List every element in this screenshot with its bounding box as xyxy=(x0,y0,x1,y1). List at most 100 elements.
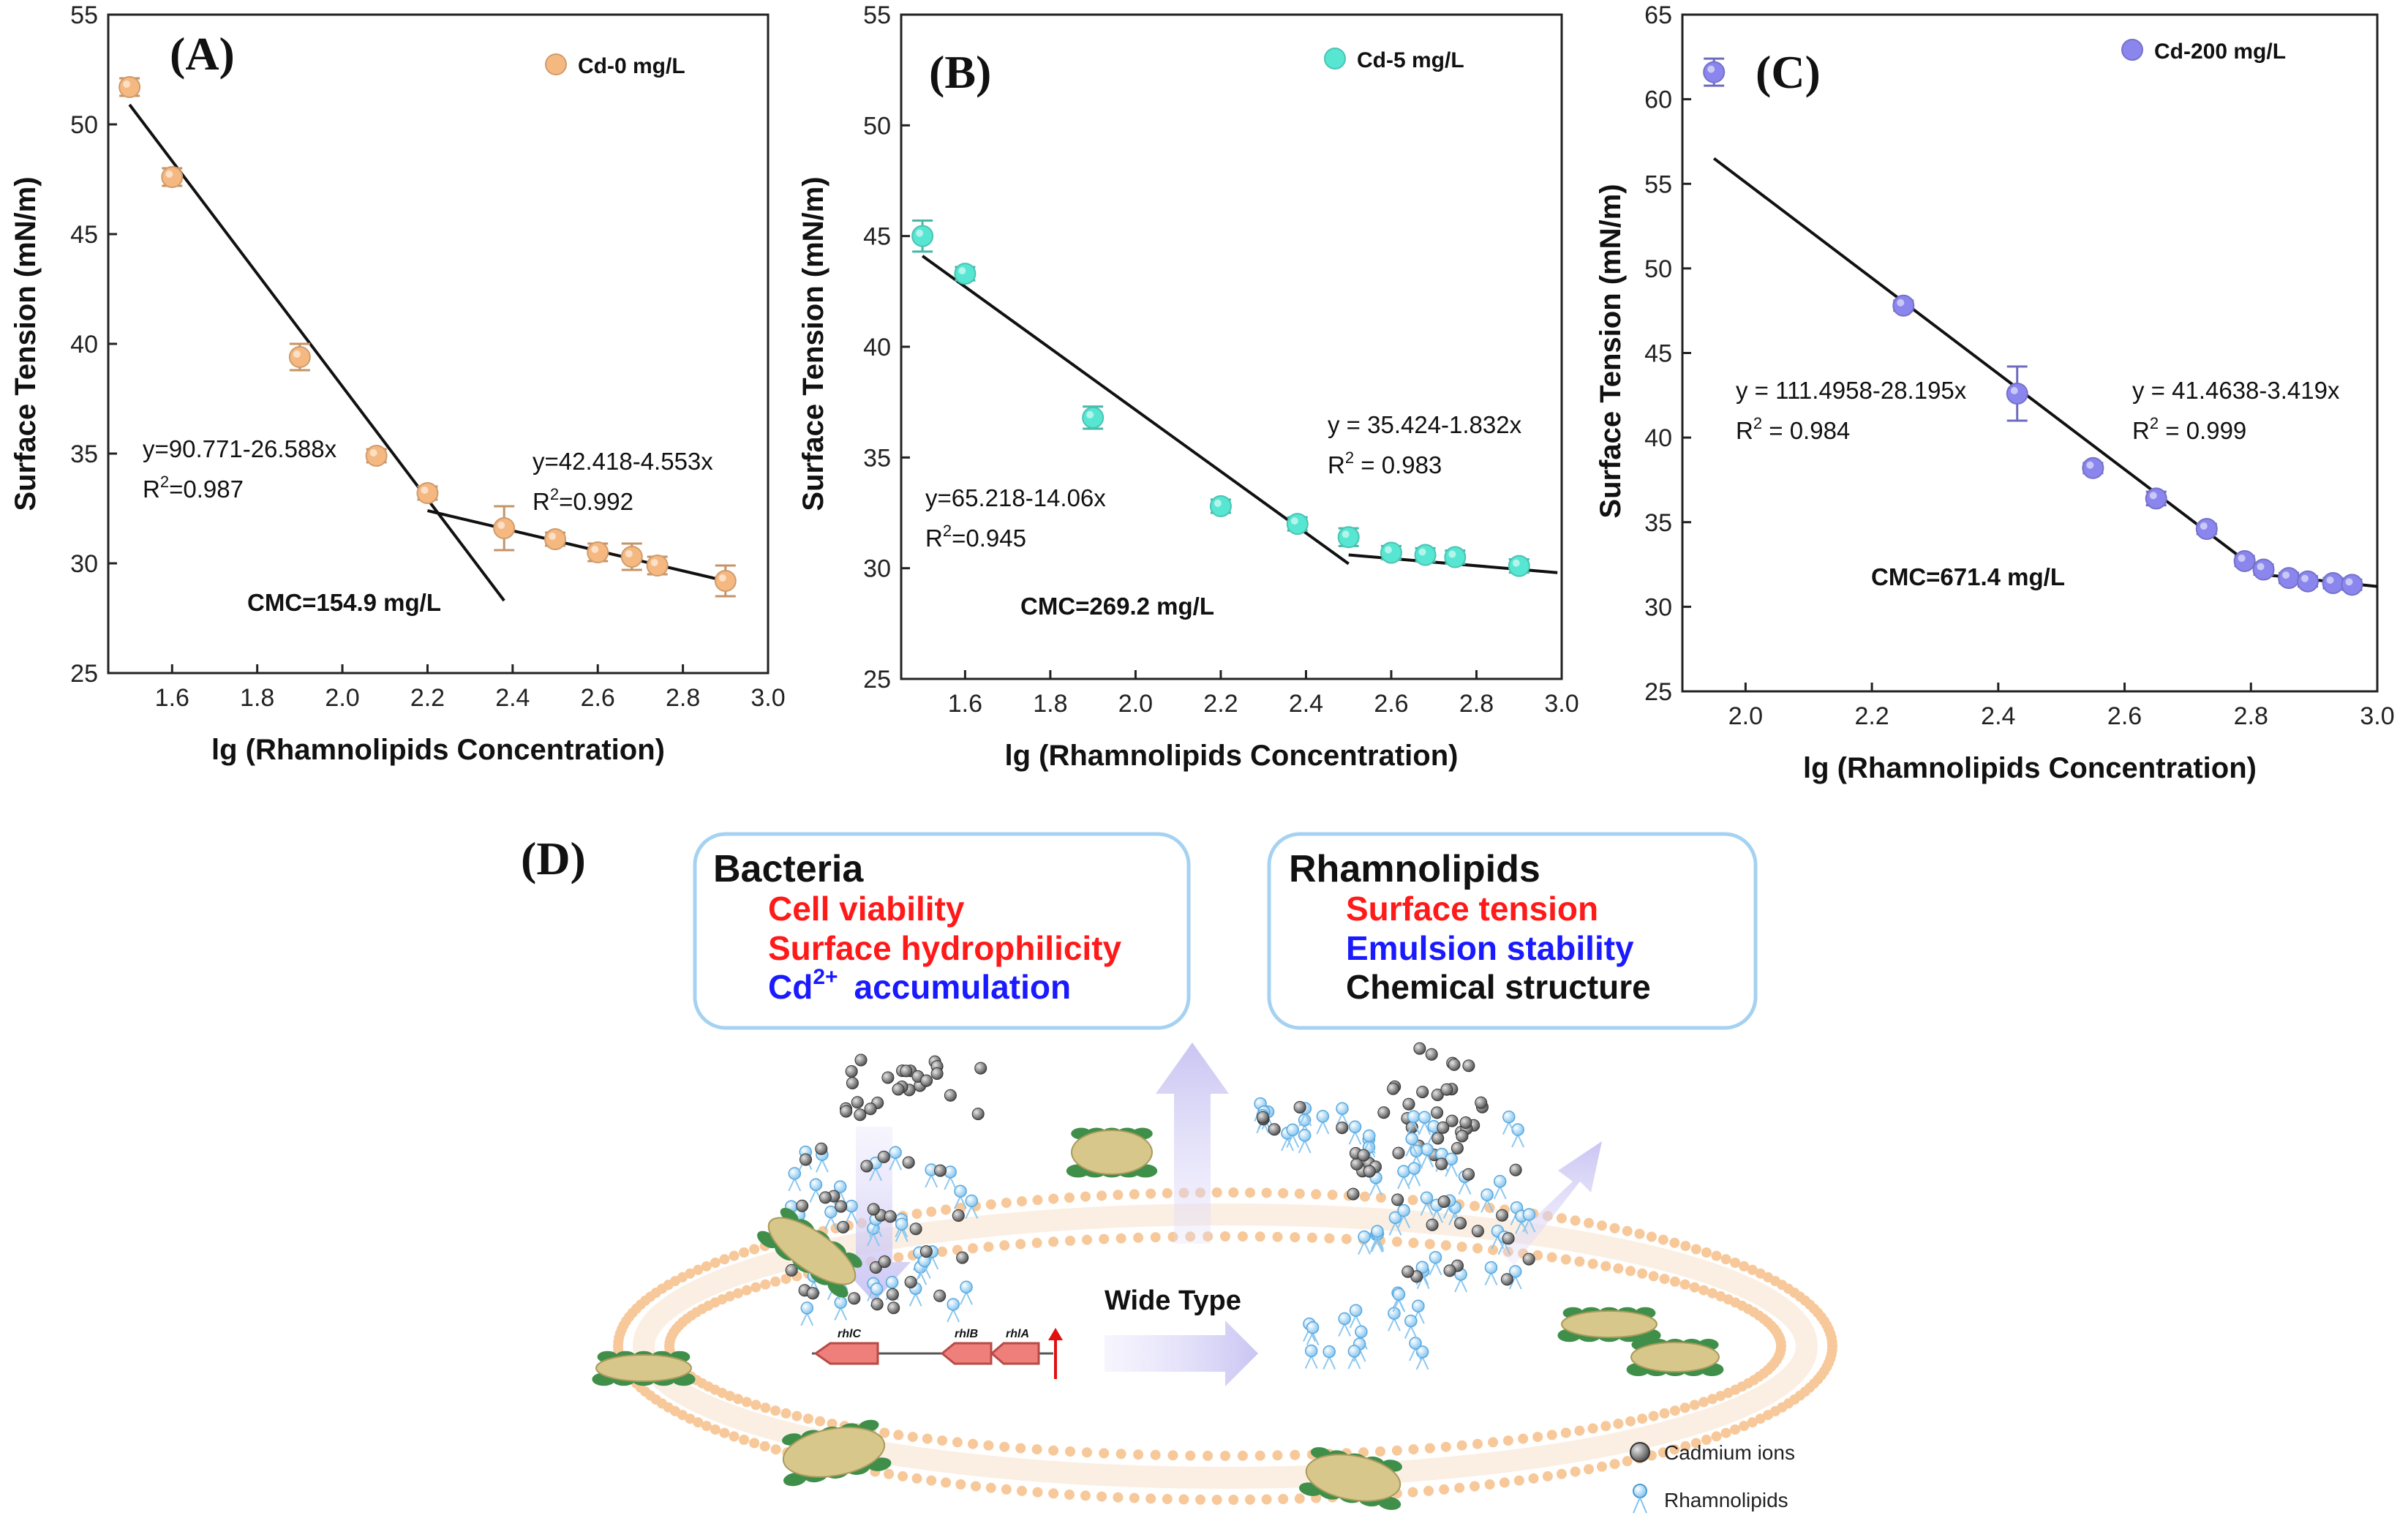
panel-a-y-axis-label: Surface Tension (mN/m) xyxy=(10,176,42,511)
lipid-head xyxy=(1584,1217,1594,1228)
panel-b-data-point xyxy=(1508,555,1530,577)
panel-a-x-tick-label: 2.2 xyxy=(410,684,445,712)
cadmium-ion xyxy=(1401,1265,1415,1278)
panel-b-data-point xyxy=(1414,544,1437,566)
cadmium-ion xyxy=(902,1156,915,1169)
rhamnolipid-molecule xyxy=(833,1180,847,1193)
lipid-head xyxy=(1570,1215,1581,1226)
lipid-head xyxy=(1001,1198,1012,1209)
lipid-head xyxy=(1211,1187,1222,1198)
rhamnolipid-molecule xyxy=(1363,1129,1376,1143)
lipid-head xyxy=(1637,1413,1648,1424)
panel-c-y-tick-label: 40 xyxy=(1644,424,1672,452)
panel-label-d: (D) xyxy=(521,833,586,884)
panel-a-x-axis-label: lg (Rhamnolipids Concentration) xyxy=(211,734,665,766)
lipid-head xyxy=(1470,1201,1480,1212)
cadmium-ion xyxy=(1435,1157,1448,1171)
cadmium-ion xyxy=(815,1142,828,1155)
panel-a-data-point xyxy=(416,482,439,504)
rhamnolipid-tail xyxy=(1304,1356,1318,1369)
lipid-head xyxy=(1707,1288,1717,1299)
rhamnolipid-molecule xyxy=(1347,1345,1361,1358)
lipid-head xyxy=(693,1417,704,1428)
rhamnolipid-tail xyxy=(788,1178,802,1192)
lipid-head xyxy=(1701,1435,1712,1445)
lipid-head xyxy=(1048,1488,1059,1499)
lipid-head xyxy=(1211,1495,1222,1505)
lipid-head xyxy=(1064,1192,1075,1203)
panel-b-y-tick-label: 25 xyxy=(863,666,891,694)
lipid-head xyxy=(1634,1228,1645,1239)
rhamnolipid-tail xyxy=(917,1266,931,1279)
lipid-head xyxy=(926,1206,937,1217)
panel-c-y-tick-label: 45 xyxy=(1644,340,1672,368)
lipid-head xyxy=(1609,1222,1620,1233)
bacterium-body xyxy=(1630,1342,1720,1372)
rhamnolipid-molecule xyxy=(788,1167,802,1180)
lipid-head xyxy=(724,1291,735,1302)
lipid-head xyxy=(1472,1438,1483,1449)
chart-panel-c: 2.0 2.2 2.4 2.6 2.8 3.0 25 30 35 40 45 50 55 60 65 lg (… xyxy=(1595,1,2395,784)
lipid-head xyxy=(1237,1450,1248,1461)
lipid-head xyxy=(1261,1494,1272,1505)
lipid-head xyxy=(1162,1494,1173,1504)
panel-b-y-tick-label: 35 xyxy=(863,444,891,472)
bacterium xyxy=(1066,1127,1158,1178)
lipid-head xyxy=(1440,1240,1451,1251)
lipid-head xyxy=(1488,1244,1499,1255)
panel-a-y-tick-label: 55 xyxy=(70,1,98,29)
lipid-head xyxy=(1556,1213,1567,1224)
rhamnolipid-tail xyxy=(869,1168,883,1182)
panel-c-y-tick-label: 55 xyxy=(1644,170,1672,198)
lipid-head xyxy=(1698,1397,1709,1408)
lipid-head xyxy=(827,1419,838,1430)
arrow-diagonal xyxy=(1500,1141,1602,1266)
lipid-head xyxy=(1556,1468,1567,1479)
bacterium xyxy=(1557,1307,1661,1342)
lipid-head xyxy=(1587,1423,1598,1434)
lipid-head xyxy=(1658,1447,1668,1458)
rhamnolipids-item-surface-tension: Surface tension xyxy=(1346,890,1598,928)
key-cadmium-label: Cadmium ions xyxy=(1664,1441,1795,1464)
panel-a-data-point-highlight xyxy=(625,550,633,557)
rhamnolipid-molecule xyxy=(885,1276,899,1289)
cadmium-ion xyxy=(1257,1111,1269,1124)
lipid-head xyxy=(1637,1268,1648,1279)
lipid-head xyxy=(1439,1484,1450,1495)
lipid-head xyxy=(1294,1188,1305,1199)
cadmium-ion xyxy=(1445,1114,1459,1127)
rhamnolipid-tail xyxy=(1522,1219,1536,1233)
bacterium-body xyxy=(782,1427,886,1478)
panel-a-data-point xyxy=(587,541,609,563)
lipid-head xyxy=(968,1438,978,1449)
rhamnolipid-molecule xyxy=(870,1282,884,1296)
rhamnolipid-tail xyxy=(1420,1202,1434,1216)
rhamnolipid-tail xyxy=(1458,1181,1472,1195)
lipid-head xyxy=(749,1438,760,1449)
lipid-head xyxy=(1228,1187,1239,1198)
cadmium-ion xyxy=(971,1108,985,1121)
rhamnolipid-tail xyxy=(1484,1272,1498,1286)
panel-b-y-tick-label: 55 xyxy=(863,1,891,29)
panel-c-legend-label: Cd-200 mg/L xyxy=(2154,40,2286,64)
panel-a-y-tick-label: 40 xyxy=(70,331,98,358)
panel-c-data-point-highlight xyxy=(2282,571,2290,579)
cadmium-ion xyxy=(934,1164,947,1177)
cadmium-ion xyxy=(846,1077,859,1089)
rhamnolipid-tail xyxy=(960,1291,973,1305)
cadmium-ion xyxy=(877,1150,890,1163)
lipid-head xyxy=(1133,1449,1144,1460)
lipid-head xyxy=(1391,1236,1402,1247)
cadmium-ion xyxy=(944,1089,957,1102)
lipid-head xyxy=(985,1482,996,1493)
cadmium-ion xyxy=(887,1302,900,1315)
lipid-head xyxy=(1015,1443,1026,1454)
rhamnolipid-tail xyxy=(1281,1138,1294,1152)
panel-c-y-tick-label: 60 xyxy=(1644,86,1672,114)
rhamnolipids-item-emulsion-stability: Emulsion stability xyxy=(1346,929,1634,967)
panel-a-data-point xyxy=(161,166,184,188)
cadmium-ion xyxy=(835,1200,848,1213)
lipid-head xyxy=(952,1437,963,1448)
lipid-head xyxy=(677,1272,688,1282)
panel-c-fit-equation-1: y = 111.4958-28.195x xyxy=(1736,377,1967,404)
